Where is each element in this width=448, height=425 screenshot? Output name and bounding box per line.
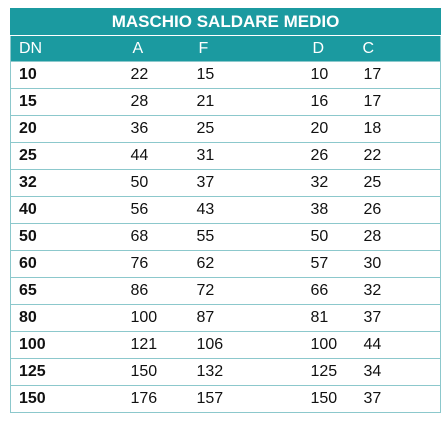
- cell-f: 72: [194, 277, 285, 305]
- cell-c: 22: [352, 142, 441, 170]
- cell-c: 32: [352, 277, 441, 305]
- cell-d: 66: [284, 277, 353, 305]
- cell-d: 150: [284, 385, 353, 413]
- cell-dn: 125: [10, 358, 111, 386]
- cell-dn: 80: [10, 304, 111, 332]
- cell-d: 38: [284, 196, 353, 224]
- cell-d: 57: [284, 250, 353, 278]
- cell-f: 55: [194, 223, 285, 251]
- table-row: 40 56 43 38 26: [10, 196, 441, 224]
- table-row: 10 22 15 10 17: [10, 61, 441, 89]
- cell-f: 62: [194, 250, 285, 278]
- table-header-row: DN A F D C: [10, 35, 441, 62]
- cell-d: 125: [284, 358, 353, 386]
- cell-c: 44: [352, 331, 441, 359]
- cell-f: 106: [194, 331, 285, 359]
- cell-c: 26: [352, 196, 441, 224]
- cell-dn: 100: [10, 331, 111, 359]
- header-d: D: [284, 35, 353, 62]
- cell-d: 16: [284, 88, 353, 116]
- dimension-table: MASCHIO SALDARE MEDIO DN A F D C 10 22 1…: [9, 8, 442, 413]
- table-row: 15 28 21 16 17: [10, 88, 441, 116]
- cell-a: 150: [110, 358, 195, 386]
- cell-c: 37: [352, 385, 441, 413]
- table-row: 25 44 31 26 22: [10, 142, 441, 170]
- cell-c: 18: [352, 115, 441, 143]
- cell-a: 28: [110, 88, 195, 116]
- cell-c: 28: [352, 223, 441, 251]
- cell-a: 86: [110, 277, 195, 305]
- cell-dn: 40: [10, 196, 111, 224]
- cell-c: 25: [352, 169, 441, 197]
- table-row: 32 50 37 32 25: [10, 169, 441, 197]
- cell-d: 20: [284, 115, 353, 143]
- cell-d: 100: [284, 331, 353, 359]
- cell-d: 81: [284, 304, 353, 332]
- cell-f: 21: [194, 88, 285, 116]
- cell-d: 50: [284, 223, 353, 251]
- cell-f: 43: [194, 196, 285, 224]
- cell-dn: 50: [10, 223, 111, 251]
- cell-f: 87: [194, 304, 285, 332]
- table-row: 50 68 55 50 28: [10, 223, 441, 251]
- cell-c: 17: [352, 61, 441, 89]
- cell-dn: 20: [10, 115, 111, 143]
- cell-c: 37: [352, 304, 441, 332]
- cell-d: 32: [284, 169, 353, 197]
- cell-a: 176: [110, 385, 195, 413]
- cell-d: 10: [284, 61, 353, 89]
- cell-a: 36: [110, 115, 195, 143]
- cell-f: 37: [194, 169, 285, 197]
- table-title: MASCHIO SALDARE MEDIO: [9, 8, 442, 36]
- cell-d: 26: [284, 142, 353, 170]
- table-row: 65 86 72 66 32: [10, 277, 441, 305]
- cell-a: 76: [110, 250, 195, 278]
- header-c: C: [352, 35, 441, 62]
- header-f: F: [194, 35, 285, 62]
- cell-dn: 150: [10, 385, 111, 413]
- cell-f: 15: [194, 61, 285, 89]
- cell-dn: 10: [10, 61, 111, 89]
- cell-dn: 15: [10, 88, 111, 116]
- table-row: 20 36 25 20 18: [10, 115, 441, 143]
- cell-c: 30: [352, 250, 441, 278]
- header-dn: DN: [10, 35, 111, 62]
- cell-dn: 32: [10, 169, 111, 197]
- cell-f: 31: [194, 142, 285, 170]
- table-row: 100 121 106 100 44: [10, 331, 441, 359]
- cell-dn: 60: [10, 250, 111, 278]
- cell-f: 25: [194, 115, 285, 143]
- table-row: 125 150 132 125 34: [10, 358, 441, 386]
- cell-a: 121: [110, 331, 195, 359]
- cell-a: 44: [110, 142, 195, 170]
- cell-c: 17: [352, 88, 441, 116]
- dimension-table-container: MASCHIO SALDARE MEDIO DN A F D C 10 22 1…: [9, 8, 442, 413]
- cell-a: 100: [110, 304, 195, 332]
- header-a: A: [110, 35, 195, 62]
- table-row: 150 176 157 150 37: [10, 385, 441, 413]
- cell-c: 34: [352, 358, 441, 386]
- cell-a: 22: [110, 61, 195, 89]
- table-row: 80 100 87 81 37: [10, 304, 441, 332]
- cell-a: 50: [110, 169, 195, 197]
- cell-a: 56: [110, 196, 195, 224]
- cell-dn: 25: [10, 142, 111, 170]
- table-row: 60 76 62 57 30: [10, 250, 441, 278]
- cell-a: 68: [110, 223, 195, 251]
- cell-f: 132: [194, 358, 285, 386]
- cell-dn: 65: [10, 277, 111, 305]
- cell-f: 157: [194, 385, 285, 413]
